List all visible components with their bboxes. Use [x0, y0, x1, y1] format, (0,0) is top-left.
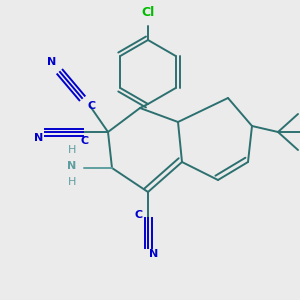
- Text: C: C: [81, 136, 89, 146]
- Text: C: C: [88, 101, 96, 111]
- Text: N: N: [47, 57, 57, 67]
- Text: C: C: [135, 210, 143, 220]
- Text: H: H: [68, 145, 76, 155]
- Text: N: N: [34, 133, 43, 143]
- Text: N: N: [149, 249, 159, 259]
- Text: H: H: [68, 177, 76, 187]
- Text: N: N: [68, 161, 76, 171]
- Text: Cl: Cl: [141, 5, 154, 19]
